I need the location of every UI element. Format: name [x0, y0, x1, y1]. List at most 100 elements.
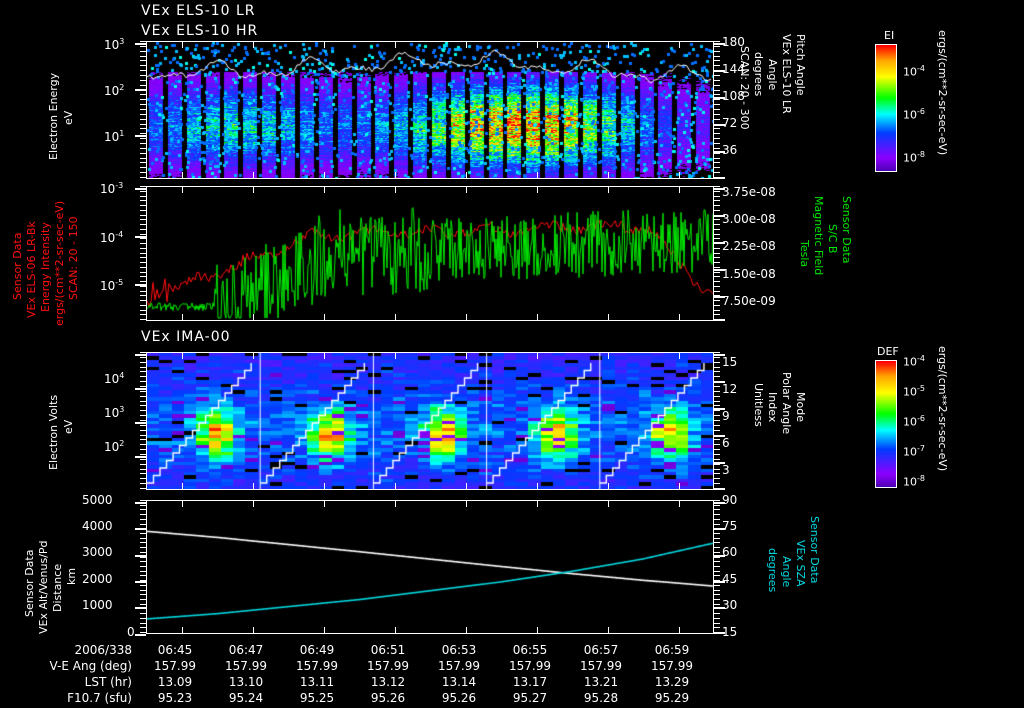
panel3-xtick-top — [253, 352, 254, 359]
panel3-right-minor-tick — [714, 396, 720, 397]
panel1-left-minor-tick — [140, 94, 146, 95]
panel4-right-minor-tick — [714, 585, 720, 586]
panel4-ytick-4000: 4000 — [82, 519, 113, 533]
panel4-left-major-tick — [135, 581, 146, 583]
panel4-right-label-source: VEx SZA — [794, 540, 807, 587]
panel4-right-major-tick — [714, 528, 725, 530]
panel4-right-minor-tick — [714, 538, 720, 539]
panel1-xtick-bottom — [679, 172, 680, 179]
panel4-left-label-quantity: Distance — [51, 563, 64, 612]
panel3-right-label-index: Index — [766, 392, 779, 423]
panel3-ytick-3: 103 — [104, 405, 125, 420]
panel1-left-minor-tick — [140, 128, 146, 129]
footer-row-label-0: 2006/338 — [74, 643, 133, 657]
panel3-left-minor-tick — [140, 478, 146, 479]
footer-cell-ve_ang-5: 157.99 — [509, 659, 551, 673]
panel1-xtick-top — [253, 41, 254, 48]
panel4-rtick-45: 45 — [722, 572, 738, 586]
panel2-right-minor-tick — [714, 191, 720, 192]
panel2-left-minor-tick — [140, 229, 146, 230]
panel4-ytick-1000: 1000 — [82, 598, 113, 612]
panel1-right-minor-tick — [714, 114, 720, 115]
panel4-left-major-tick — [135, 502, 146, 504]
panel3-right-major-tick — [714, 354, 725, 356]
panel2-right-minor-tick — [714, 291, 720, 292]
panel3-left-minor-tick — [140, 362, 146, 363]
panel1-left-minor-tick — [140, 114, 146, 115]
panel4-left-major-tick — [135, 555, 146, 557]
panel4-left-minor-tick — [140, 594, 146, 595]
panel1-right-minor-tick — [714, 172, 720, 173]
panel3-title: VEx IMA-00 — [141, 329, 231, 345]
panel4-right-minor-tick — [714, 594, 720, 595]
panel3-ylabel-units: eV — [62, 419, 75, 434]
panel2-ytick-m4: 10-4 — [100, 230, 124, 245]
panel1-ytick-3: 103 — [104, 37, 125, 52]
panel4-ytick-3000: 3000 — [82, 545, 113, 559]
panel4-xtick-top — [537, 500, 538, 507]
footer-cell-time-2: 06:49 — [299, 643, 335, 657]
panel3-right-major-tick — [714, 408, 725, 410]
panel3-right-minor-tick — [714, 376, 720, 377]
panel2-right-minor-tick — [714, 219, 720, 220]
panel3-right-major-tick — [714, 381, 725, 383]
panel2-left-minor-tick — [140, 238, 146, 239]
panel3-right-minor-tick — [714, 425, 720, 426]
panel4-left-minor-tick — [140, 557, 146, 558]
panel1-cb-tick-4: 10-4 — [903, 64, 925, 79]
footer-cell-lst-0: 13.09 — [157, 675, 193, 689]
panel1-rtick-36: 36 — [722, 143, 738, 157]
panel2-plot-frame — [146, 186, 714, 321]
panel2-left-minor-tick — [140, 319, 146, 320]
footer-cell-lst-2: 13.11 — [299, 675, 335, 689]
panel2-left-minor-tick — [140, 191, 146, 192]
panel1-xtick-bottom — [324, 172, 325, 179]
panel1-ylabel-units: eV — [62, 110, 75, 125]
panel4-right-minor-tick — [714, 613, 720, 614]
panel2-right-minor-tick — [714, 300, 720, 301]
panel4-left-minor-tick — [140, 590, 146, 591]
panel1-right-major-tick — [714, 97, 725, 99]
panel1-left-minor-tick — [140, 172, 146, 173]
panel1-right-major-tick — [714, 124, 725, 126]
panel2-left-minor-tick — [140, 272, 146, 273]
panel1-left-minor-tick — [140, 148, 146, 149]
panel4-left-minor-tick — [140, 580, 146, 581]
panel4-right-major-tick — [714, 502, 725, 504]
panel4-left-minor-tick — [140, 632, 146, 633]
panel2-left-label-instrument: VEx ELS-06 LR-Bk — [25, 221, 38, 318]
panel4-right-minor-tick — [714, 533, 720, 534]
panel1-xtick-bottom — [253, 172, 254, 179]
panel4-right-minor-tick — [714, 604, 720, 605]
panel1-xtick-bottom — [537, 172, 538, 179]
footer-cell-lst-5: 13.17 — [512, 675, 548, 689]
panel3-right-minor-tick — [714, 401, 720, 402]
panel3-right-minor-tick — [714, 352, 720, 353]
panel4-right-minor-tick — [714, 509, 720, 510]
panel4-right-minor-tick — [714, 524, 720, 525]
panel1-left-minor-tick — [140, 143, 146, 144]
panel2-xtick-top — [679, 186, 680, 193]
panel1-right-minor-tick — [714, 143, 720, 144]
footer-cell-ve_ang-1: 157.99 — [225, 659, 267, 673]
panel1-right-minor-tick — [714, 99, 720, 100]
panel1-right-minor-tick — [714, 138, 720, 139]
panel3-left-minor-tick — [140, 405, 146, 406]
panel2-left-minor-tick — [140, 243, 146, 244]
panel2-right-minor-tick — [714, 272, 720, 273]
panel1-right-minor-tick — [714, 75, 720, 76]
panel4-right-label-units: degrees — [766, 548, 779, 593]
panel3-rtick-3: 3 — [722, 463, 730, 477]
panel3-ylabel-main: Electron Volts — [47, 394, 60, 470]
panel2-right-minor-tick — [714, 253, 720, 254]
panel4-left-minor-tick — [140, 514, 146, 515]
panel4-left-minor-tick — [140, 585, 146, 586]
panel3-colorbar — [875, 360, 897, 488]
panel3-left-minor-tick — [140, 425, 146, 426]
panel4-left-minor-tick — [140, 524, 146, 525]
panel4-left-minor-tick — [140, 533, 146, 534]
panel2-left-minor-tick — [140, 205, 146, 206]
footer-cell-time-0: 06:45 — [157, 643, 193, 657]
panel3-spectrogram-canvas — [147, 353, 713, 489]
panel4-left-minor-tick — [140, 623, 146, 624]
